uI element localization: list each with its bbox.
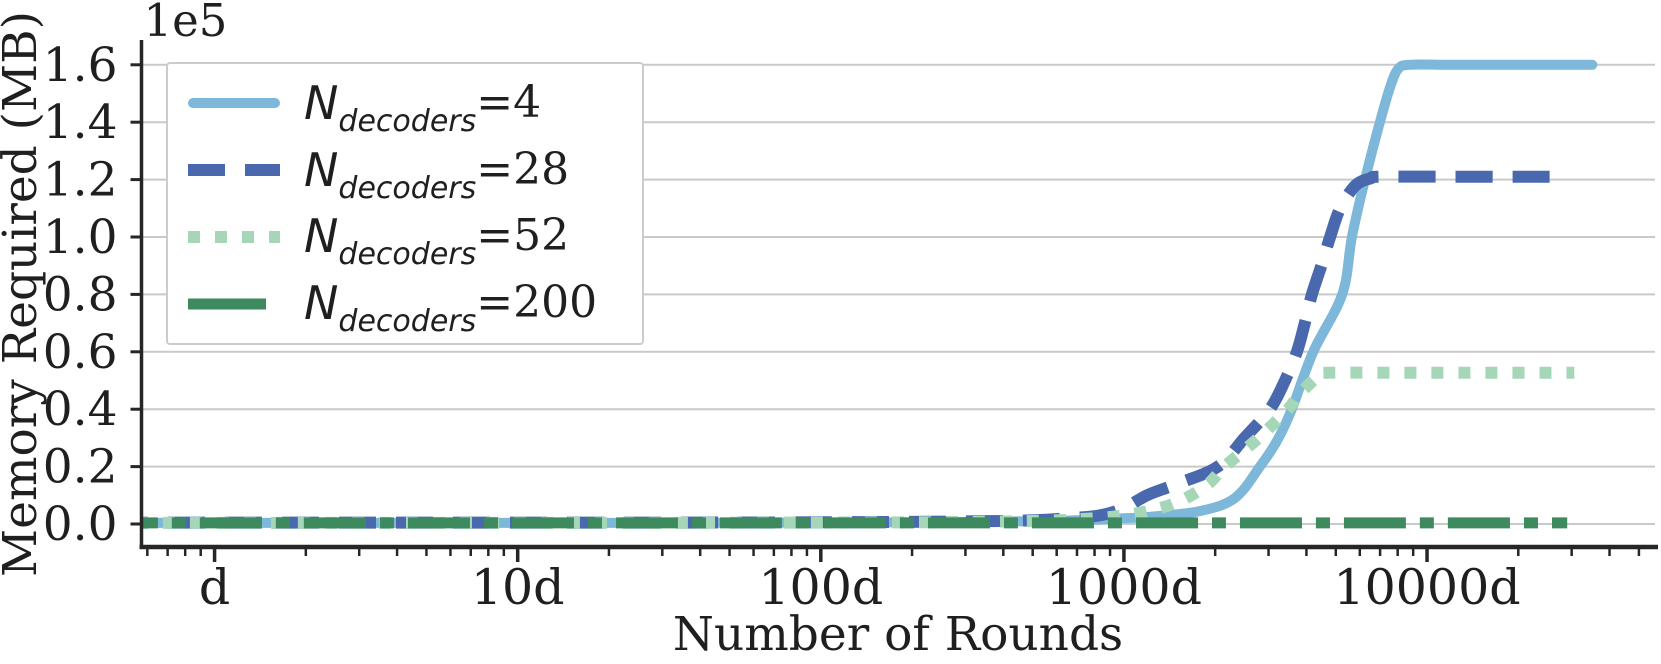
legend-label-N28: Ndecoders=28	[304, 142, 570, 206]
legend-item-N52: Ndecoders=52	[180, 204, 642, 270]
legend-line-sample-N52	[188, 230, 280, 243]
legend-line-sample-N200	[188, 298, 266, 310]
x-axis-label: Number of Rounds	[673, 607, 1123, 662]
x-tick-label: 100d	[758, 559, 883, 616]
y-tick-label: 1.0	[43, 210, 118, 265]
y-tick-label: 0.4	[43, 382, 118, 437]
legend-item-N200: Ndecoders=200	[180, 271, 642, 337]
x-tick-label: 10d	[471, 559, 565, 616]
y-tick-label: 1.2	[43, 153, 118, 208]
legend-line-sample-N28	[188, 164, 280, 177]
legend-item-N28: Ndecoders=28	[180, 137, 642, 203]
x-tick-label: 1000d	[1046, 559, 1202, 616]
legend-item-N4: Ndecoders=4	[180, 70, 642, 136]
y-tick-label: 1.4	[43, 95, 118, 150]
y-tick-label: 0.6	[43, 325, 118, 380]
y-tick-label: 0.0	[43, 497, 118, 552]
legend-label-N200: Ndecoders=200	[304, 276, 598, 340]
legend-line-sample-N4	[188, 98, 280, 109]
legend-label-N4: Ndecoders=4	[304, 75, 542, 139]
series-line-N28	[141, 170, 1568, 529]
y-tick-label: 0.8	[43, 267, 118, 322]
y-axis-offset-label: 1e5	[144, 0, 228, 47]
legend-label-N52: Ndecoders=52	[304, 209, 570, 273]
series-line-N52	[141, 366, 1575, 529]
legend: Ndecoders=4 Ndecoders=28 Ndecoders=52 Ndeco…	[166, 62, 644, 345]
y-axis-label: Memory Required (MB)	[0, 11, 48, 577]
y-tick-label: 0.2	[43, 440, 118, 495]
x-tick-label: 10000d	[1333, 559, 1520, 616]
y-tick-label: 1.6	[43, 38, 118, 93]
x-tick-label: d	[199, 559, 230, 616]
